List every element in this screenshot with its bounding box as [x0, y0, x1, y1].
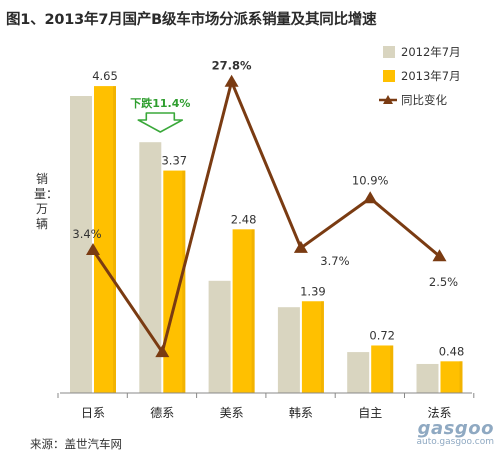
- yoy-marker-2: [224, 74, 239, 87]
- bar-2013-3: [301, 301, 324, 393]
- bar-2012-2: [208, 280, 231, 393]
- bars-group: [70, 86, 463, 393]
- bar-2013-1: [163, 170, 186, 393]
- legend-swatch-2013: [383, 70, 395, 82]
- x-tick-label-3: 韩系: [289, 405, 313, 420]
- x-tick-label-4: 自主: [358, 406, 382, 420]
- legend-label-2012: 2012年7月: [401, 45, 461, 59]
- legend-marker-yoy: [383, 95, 393, 104]
- yoy-label-3: 3.7%: [320, 254, 349, 268]
- watermark-logo: gasgoo auto.gasgoo.com: [416, 418, 494, 447]
- x-tick-label-2: 美系: [220, 406, 244, 420]
- yoy-marker-1: [155, 345, 170, 358]
- yoy-label-4: 10.9%: [352, 173, 389, 187]
- bar-2012-5: [416, 363, 439, 393]
- bar-value-label-4: 0.72: [369, 328, 395, 342]
- bar-value-label-2: 2.48: [231, 212, 257, 226]
- yoy-marker-4: [363, 191, 378, 204]
- bar-value-labels: 4.65 3.37 2.48 1.39 0.72 0.48: [92, 69, 464, 358]
- yoy-marker-5: [432, 249, 447, 262]
- chart-title: 图1、2013年7月国产B级车市场分派系销量及其同比增速: [6, 12, 377, 28]
- x-axis: 日系 德系 美系 韩系 自主 法系: [57, 392, 475, 420]
- yoy-line: [91, 80, 441, 354]
- bar-value-label-0: 4.65: [92, 69, 118, 83]
- bar-2013-shade-0: [113, 86, 116, 393]
- bar-2013-shade-1: [182, 170, 186, 393]
- down-arrow-icon: [137, 112, 184, 133]
- bar-value-label-5: 0.48: [439, 344, 465, 358]
- bar-2013-shade-3: [320, 301, 324, 393]
- x-tick-label-1: 德系: [150, 405, 174, 420]
- bar-2013-shade-5: [459, 361, 463, 393]
- bar-2013-4: [371, 345, 394, 393]
- yoy-line-group: 3.4% 27.8% 3.7% 10.9% 2.5%: [72, 59, 458, 358]
- bar-2013-5: [440, 361, 463, 393]
- legend-label-2013: 2013年7月: [401, 69, 461, 83]
- source-note: 来源：盖世汽车网: [30, 437, 122, 451]
- bar-2012-1: [139, 142, 162, 393]
- bar-2012-4: [347, 352, 370, 393]
- yoy-label-0: 3.4%: [72, 227, 101, 241]
- yoy-label-5: 2.5%: [429, 275, 458, 289]
- bar-value-label-3: 1.39: [300, 284, 326, 298]
- yoy-label-2: 27.8%: [212, 59, 252, 73]
- bar-2013-2: [232, 229, 255, 393]
- annotation-text: 下跌11.4%: [130, 96, 190, 110]
- legend-label-yoy: 同比变化: [401, 93, 447, 107]
- annotation-group: 下跌11.4%: [130, 96, 190, 133]
- x-tick-label-0: 日系: [81, 406, 105, 420]
- bar-2013-0: [94, 86, 116, 393]
- x-tick-label-5: 法系: [427, 406, 451, 420]
- legend-swatch-2012: [383, 46, 395, 58]
- bar-2012-3: [277, 307, 300, 393]
- bar-2013-shade-4: [390, 345, 394, 393]
- bar-2012-0: [70, 96, 92, 393]
- bar-value-label-1: 3.37: [161, 154, 187, 168]
- bar-2013-shade-2: [251, 229, 255, 393]
- yoy-marker-0: [86, 243, 100, 255]
- yoy-marker-3: [293, 240, 308, 253]
